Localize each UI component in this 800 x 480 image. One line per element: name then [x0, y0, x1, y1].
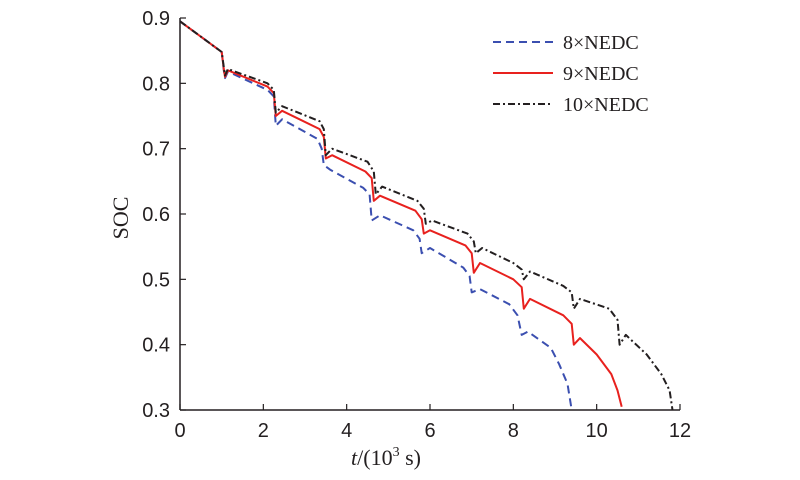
- y-tick-label: 0.3: [142, 400, 170, 422]
- plot-lines: [179, 20, 674, 411]
- x-tick-label: 10: [586, 420, 608, 442]
- y-ticks: 0.3 0.4 0.5 0.6 0.7 0.8 0.9: [142, 8, 186, 422]
- series-line-2: [179, 20, 674, 411]
- x-tick-label: 8: [508, 420, 519, 442]
- x-ticks: 0 2 4 6 8 10 12: [174, 404, 691, 442]
- y-tick-label: 0.6: [142, 204, 170, 226]
- x-axis-title: t/(103 s): [351, 445, 421, 470]
- legend-label-0: 8×NEDC: [563, 32, 639, 54]
- x-axis-title-sup: 3: [393, 445, 400, 460]
- y-tick-label: 0.9: [142, 8, 170, 30]
- x-tick-label: 0: [174, 420, 185, 442]
- y-tick-label: 0.4: [142, 335, 170, 357]
- x-axis-title-unit: /(10: [357, 445, 392, 470]
- x-axis-title-end: s): [400, 445, 421, 470]
- y-tick-label: 0.7: [142, 139, 170, 161]
- x-axis-title-var: t: [351, 445, 358, 470]
- y-axis-title: SOC: [108, 197, 133, 240]
- legend-label-2: 10×NEDC: [563, 94, 649, 116]
- x-tick-label: 6: [424, 420, 435, 442]
- x-tick-label: 2: [258, 420, 269, 442]
- legend-label-1: 9×NEDC: [563, 63, 639, 85]
- y-tick-label: 0.8: [142, 73, 170, 95]
- y-tick-label: 0.5: [142, 269, 170, 291]
- x-tick-label: 12: [669, 420, 691, 442]
- legend: 8×NEDC 9×NEDC 10×NEDC: [493, 32, 649, 116]
- series-line-0: [179, 20, 573, 411]
- x-tick-label: 4: [341, 420, 352, 442]
